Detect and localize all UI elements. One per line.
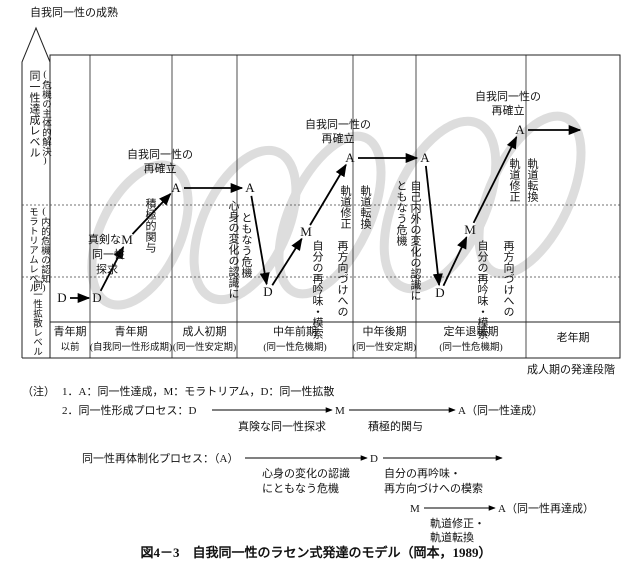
annotation: 再方向づけへの [502,240,515,317]
note-text: 軌道修正・ [430,516,485,530]
stage-point: D [435,285,444,300]
annotation: 再方向づけへの [336,240,349,317]
note-text: 軌道転換 [430,530,474,544]
stage-point: M [300,224,312,239]
stage-point: M [121,232,133,247]
path-arrow [442,236,468,287]
frame [21,26,621,359]
stage-label: (同一性安定期) [173,341,236,353]
note-text: 心身の変化の認識 [262,466,350,480]
note-text: A（同一性再達成） [498,501,594,515]
stage-row: 青年期以前青年期(自我同一性形成期)成人初期(同一性安定期)中年前期(同一性危機… [54,55,590,358]
note-text: 再方向づけへの模索 [384,481,483,495]
spiral-decoration [87,111,586,310]
note-text: 2．同一性形成プロセス：D [62,403,196,417]
annotation: 再確立 [492,103,525,117]
stage-label: 青年期 [115,324,148,338]
note-text: M [335,405,345,417]
annotation: 自我同一性の [127,147,193,161]
stage-point: D [57,290,66,305]
stage-label: (同一性危機期) [263,341,326,353]
level-name: 同一性拡散レベル [31,280,43,356]
stage-point: A [171,180,181,195]
stage-label: 中年前期 [273,324,317,338]
development-path: D D M A A D M A A D M A [57,122,582,305]
stage-label: 以前 [60,341,79,353]
stage-point: M [464,222,476,237]
annotation: 積極的関与 [144,197,157,253]
annotation: 軌道修正 [339,184,352,229]
note-text: にともなう危機 [262,481,339,495]
annotation: 再確立 [322,131,355,145]
note-prefix: （注） [22,384,55,398]
stage-label: 成人初期 [183,324,227,338]
process-diagram: 2．同一性形成プロセス：D M A（同一性達成） 真険な同一性探求 積極的関与同一性再体… [62,403,594,544]
path-arrow [271,237,303,286]
annotation: 心身の変化の認識に [227,200,240,299]
note-text: A（同一性達成） [458,403,543,417]
level-note: (内的危機の認知) [39,206,51,294]
path-arrow [250,195,270,286]
stage-point: A [420,150,430,165]
level-name: 同一性達成レベル [28,70,41,158]
annotation: 自己内外の変化の認識に [409,180,422,301]
path-arrow [472,136,518,224]
annotation: 同一性 [92,247,125,261]
annotation: 軌道転換 [359,184,372,230]
annotation: ともなう危機 [395,180,408,247]
path-arrow [424,165,443,287]
stage-point: D [92,290,101,305]
stage-label: 定年退職期 [444,324,499,338]
annotation: 真剣な [88,232,121,246]
note-text: 同一性再体制化プロセス：（A） [82,451,238,465]
annotation: 軌道転換 [526,157,539,203]
path-arrow [99,245,125,292]
annotation: 自我同一性の [305,117,371,131]
stage-label: (同一性安定期) [353,341,416,353]
note-text: 真険な同一性探求 [238,419,326,433]
stage-point: A [515,122,525,137]
annotations: 真剣な同一性探求積極的関与自我同一性の再確立自我同一性の再確立自我同一性の再確立… [88,89,541,339]
note-text: D [370,453,378,465]
stage-label: (自我同一性形成期) [90,341,172,353]
annotation: 自分の再吟味・模索 [476,240,489,339]
note-text: 自分の再吟味・ [384,466,461,480]
annotation: 探求 [96,263,118,276]
y-axis-label: 自我同一性の成熟 [30,5,118,19]
note-text: 積極的関与 [368,419,423,433]
path-arrow [309,163,347,226]
annotation: 自分の再吟味・模索 [311,240,324,339]
stage-point: A [345,150,355,165]
stage-label: 老年期 [557,330,590,344]
level-name: モラトリアムレベル [27,207,39,293]
x-axis-label: 成人期の発達段階 [527,362,615,376]
caption: 図4－3 自我同一性のラセン式発達のモデル（岡本，1989） [140,545,491,560]
annotation: 軌道修正 [508,157,521,202]
stage-label: 青年期 [54,324,87,338]
stage-label: 中年後期 [363,324,407,338]
stage-label: (同一性危機期) [439,341,502,353]
stage-point: D [263,284,272,299]
level-note: (危機の主体的解決) [40,69,52,166]
note-line: 1．A：同一性達成，M：モラトリアム，D：同一性拡散 [62,384,334,398]
note-text: M [410,503,420,515]
annotation: 自我同一性の [475,89,541,103]
annotation: ともなう危機 [240,212,253,279]
path-arrow [131,192,172,235]
annotation: 再確立 [144,161,177,175]
stage-point: A [245,180,255,195]
